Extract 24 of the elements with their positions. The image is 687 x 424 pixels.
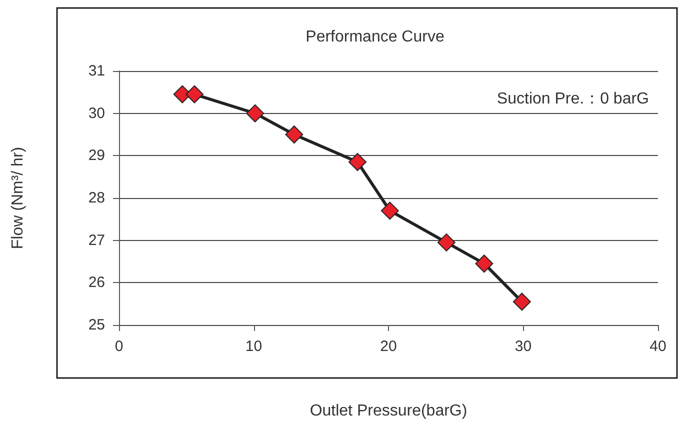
y-tick-label: 29 (88, 147, 105, 164)
x-tick-label: 0 (114, 338, 124, 355)
point (246, 104, 264, 122)
point (475, 254, 494, 273)
point (380, 202, 399, 220)
y-tick-label: 27 (88, 232, 105, 249)
point (437, 233, 456, 252)
chart-title: Performance Curve (306, 28, 444, 46)
y-tick-label: 25 (88, 316, 105, 334)
y-tick-label: 31 (88, 62, 105, 80)
annotation: Suction Pre.：0 barG (496, 90, 650, 108)
point (512, 292, 531, 311)
x-tick-label: 30 (514, 338, 532, 355)
point (285, 126, 304, 144)
x-axis-title: Outlet Pressure(barG) (310, 402, 468, 420)
y-axis-title: Flow (Nm³/ hr) (10, 146, 26, 250)
x-tick-label: 20 (380, 338, 397, 355)
y-tick-label: 28 (88, 190, 105, 206)
x-tick-label: 40 (650, 338, 666, 355)
x-tick-label: 10 (245, 338, 262, 355)
y-tick-label: 26 (88, 274, 105, 292)
point (348, 153, 367, 172)
y-tick-label: 30 (88, 104, 105, 122)
point (185, 85, 204, 104)
